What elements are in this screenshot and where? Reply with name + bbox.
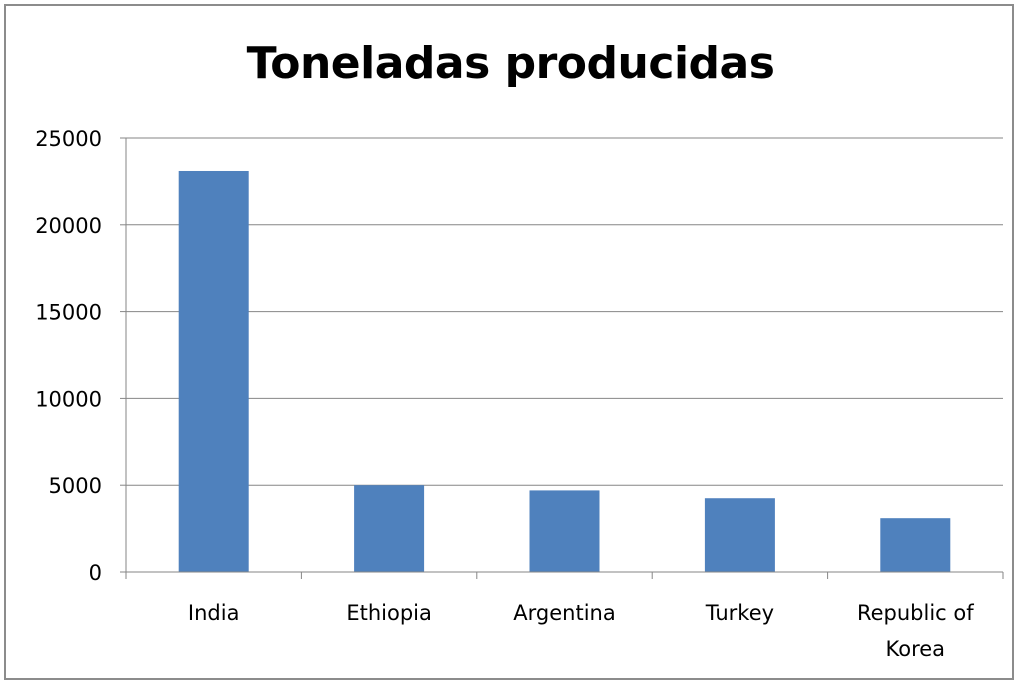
x-tick-label: Republic of Korea — [857, 601, 974, 661]
chart-frame — [4, 4, 1014, 680]
bar-ethiopia — [354, 485, 425, 572]
y-tick-label: 20000 — [35, 214, 102, 238]
gridlines — [126, 137, 1003, 486]
bar-india — [178, 170, 249, 572]
bars — [178, 170, 951, 572]
y-tick-label: 5000 — [49, 474, 102, 498]
chart-title: Toneladas producidas — [246, 38, 775, 89]
bar-turkey — [704, 498, 775, 572]
bar-republic-of-korea — [880, 518, 951, 572]
x-tick-label: India — [188, 601, 240, 625]
axes — [120, 137, 1004, 579]
x-tick-label: Argentina — [513, 601, 615, 625]
x-tick-label: Turkey — [705, 601, 774, 625]
x-tick-label: Ethiopia — [346, 601, 432, 625]
y-tick-label: 15000 — [35, 301, 102, 325]
y-tick-label: 25000 — [35, 127, 102, 151]
tick-labels: 0 5000 10000 15000 20000 25000 India Ethiopia Ar… — [35, 127, 974, 661]
y-tick-label: 0 — [89, 561, 102, 585]
bar-argentina — [529, 490, 600, 572]
y-tick-label: 10000 — [35, 387, 102, 411]
